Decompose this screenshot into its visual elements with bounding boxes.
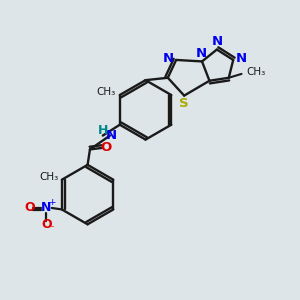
Text: N: N <box>162 52 173 65</box>
Text: +: + <box>48 198 56 207</box>
Text: N: N <box>236 52 247 65</box>
Text: CH₃: CH₃ <box>96 87 115 97</box>
Text: O: O <box>25 202 35 214</box>
Text: ⁻: ⁻ <box>48 224 54 234</box>
Text: N: N <box>106 129 117 142</box>
Text: O: O <box>41 218 52 231</box>
Text: S: S <box>179 97 189 110</box>
Text: CH₃: CH₃ <box>246 67 265 77</box>
Text: N: N <box>196 47 207 60</box>
Text: H: H <box>98 124 109 137</box>
Text: O: O <box>101 141 112 154</box>
Text: N: N <box>211 35 222 48</box>
Text: CH₃: CH₃ <box>40 172 59 182</box>
Text: N: N <box>41 202 52 214</box>
